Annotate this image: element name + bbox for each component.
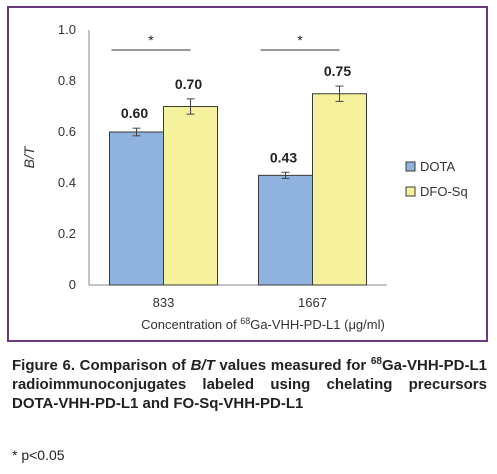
significance-note: * p<0.05 [12, 447, 65, 463]
caption-rest: Ga-VHH-PD-L1 radioimmunoconjugates label… [12, 357, 488, 412]
data-label: 0.60 [121, 105, 148, 121]
y-tick-label: 0.4 [58, 175, 76, 190]
figure-frame: 0 0.2 0.4 0.6 0.8 1.0 B/T 0.60 0.70 833 * 0.43 0.75 1… [7, 6, 488, 342]
caption-mid: values measured for [214, 357, 371, 374]
x-axis-title-prefix: Concentration of [141, 317, 240, 332]
x-axis-title-rest: Ga-VHH-PD-L1 (μg/ml) [250, 317, 385, 332]
data-label: 0.70 [175, 76, 202, 92]
caption-lead: Figure 6. Comparison of [12, 357, 191, 374]
x-tick-label: 833 [153, 295, 175, 310]
significance-star: * [148, 32, 154, 48]
data-label: 0.43 [270, 149, 297, 165]
significance-star: * [297, 32, 303, 48]
bar-dota-1667 [258, 174, 313, 286]
y-tick-label: 0.6 [58, 124, 76, 139]
x-axis-title-sup: 68 [240, 316, 250, 326]
legend-swatch-dota [405, 161, 416, 172]
legend-swatch-dfo-sq [405, 186, 416, 197]
legend-label-dfo-sq: DFO-Sq [420, 184, 468, 199]
x-axis-title: Concentration of 68Ga-VHH-PD-L1 (μg/ml) [141, 316, 385, 332]
legend-label-dota: DOTA [420, 159, 455, 174]
caption-italic: B/T [190, 357, 215, 374]
bar-dota-833 [109, 131, 164, 286]
y-axis-title: B/T [21, 145, 37, 168]
y-tick-label: 0.2 [58, 226, 76, 241]
data-label: 0.75 [324, 63, 351, 79]
y-tick-label: 0 [69, 277, 76, 292]
caption-sup: 68 [370, 356, 382, 367]
y-tick-label: 0.8 [58, 73, 76, 88]
bar-dfo-sq-833 [163, 106, 218, 286]
figure-caption: Figure 6. Comparison of B/T values measu… [12, 356, 487, 413]
x-tick-label: 1667 [298, 295, 327, 310]
y-tick-label: 1.0 [58, 22, 76, 37]
bar-dfo-sq-1667 [312, 93, 367, 286]
bar-chart: 0 0.2 0.4 0.6 0.8 1.0 B/T 0.60 0.70 833 * 0.43 0.75 1… [21, 22, 468, 332]
